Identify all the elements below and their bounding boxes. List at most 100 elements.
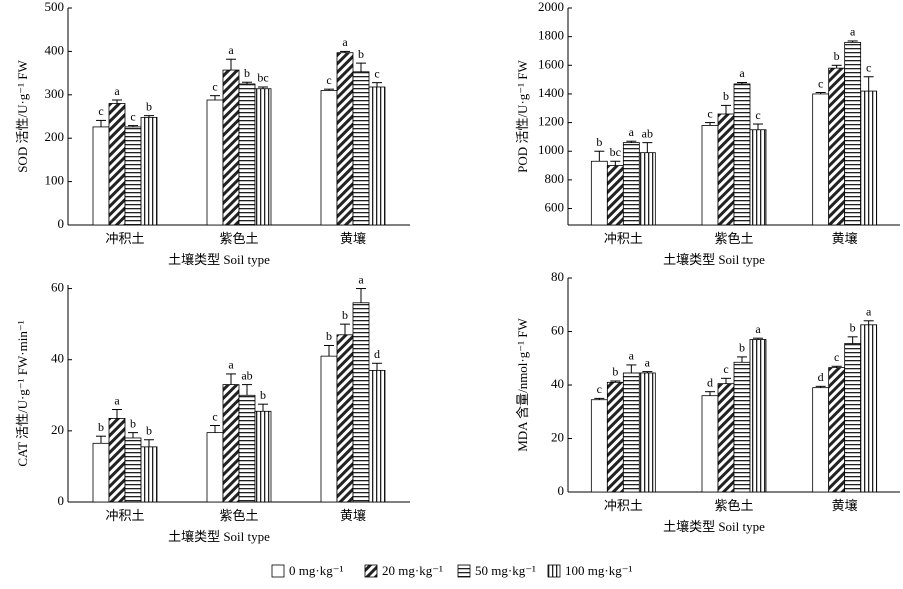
significance-label: a: [228, 358, 234, 372]
significance-label: c: [818, 76, 823, 90]
significance-label: a: [358, 272, 364, 286]
significance-label: ab: [642, 126, 653, 140]
x-tick-label: 冲积土: [105, 508, 144, 523]
significance-label: b: [612, 365, 618, 379]
significance-label: c: [98, 104, 103, 118]
y-tick-label: 0: [58, 493, 65, 508]
significance-label: a: [114, 393, 120, 407]
x-tick-label: 黄壤: [832, 498, 858, 513]
y-tick-label: 60: [551, 322, 564, 337]
y-tick-label: 400: [45, 42, 65, 57]
bar: [606, 381, 624, 493]
significance-label: c: [212, 409, 217, 423]
bar: [828, 67, 846, 226]
significance-label: c: [707, 106, 712, 120]
bar: [206, 432, 224, 503]
y-tick-label: 1200: [538, 114, 564, 129]
significance-label: c: [212, 79, 217, 93]
bar: [622, 372, 640, 493]
significance-label: a: [342, 35, 348, 49]
bar: [108, 418, 126, 503]
legend-swatch: [271, 564, 285, 578]
bar: [844, 41, 862, 226]
y-tick-label: 20: [51, 422, 64, 437]
legend-label: 0 mg·kg⁻¹: [289, 563, 344, 578]
significance-label: b: [130, 416, 136, 430]
significance-label: bc: [257, 71, 268, 85]
legend-label: 50 mg·kg⁻¹: [475, 563, 536, 578]
significance-label: c: [597, 382, 602, 396]
significance-label: a: [755, 322, 761, 336]
legend-swatch: [364, 564, 378, 578]
bar: [238, 394, 256, 503]
bar: [206, 99, 224, 226]
significance-label: b: [739, 341, 745, 355]
significance-label: b: [146, 423, 152, 437]
significance-label: b: [244, 66, 250, 80]
significance-label: c: [130, 109, 135, 123]
significance-label: bc: [610, 145, 621, 159]
bar: [352, 302, 370, 503]
bar: [336, 334, 354, 503]
bar: [717, 383, 735, 493]
bar: [812, 387, 830, 493]
significance-label: b: [326, 329, 332, 343]
bar: [733, 83, 751, 226]
significance-label: b: [260, 388, 266, 402]
bar: [860, 90, 878, 226]
y-tick-label: 200: [45, 129, 65, 144]
y-tick-label: 0: [58, 216, 65, 231]
x-tick-label: 紫色土: [714, 231, 753, 246]
y-tick-label: 600: [545, 200, 565, 215]
bar: [701, 395, 719, 493]
y-tick-label: 0: [558, 483, 565, 498]
significance-label: d: [374, 347, 380, 361]
x-tick-label: 紫色土: [714, 498, 753, 513]
x-tick-label: 紫色土: [219, 508, 258, 523]
significance-label: b: [98, 420, 104, 434]
bar: [749, 129, 767, 226]
significance-label: b: [146, 99, 152, 113]
x-tick-label: 黄壤: [340, 231, 366, 246]
significance-label: a: [645, 355, 651, 369]
x-tick-label: 黄壤: [832, 231, 858, 246]
significance-label: c: [723, 362, 728, 376]
legend-swatch: [547, 564, 561, 578]
bar: [336, 52, 354, 226]
significance-label: a: [629, 349, 635, 363]
y-tick-label: 80: [551, 269, 564, 284]
significance-label: c: [326, 73, 331, 87]
bar: [320, 90, 338, 226]
bar: [638, 372, 656, 493]
bar: [590, 399, 608, 493]
significance-label: a: [866, 305, 872, 319]
bar: [828, 367, 846, 493]
y-axis-label: POD 活性/U·g⁻¹ FW: [515, 59, 530, 172]
bar: [622, 142, 640, 226]
y-tick-label: 300: [45, 86, 65, 101]
y-tick-label: 2000: [538, 0, 564, 14]
significance-label: a: [850, 25, 856, 39]
bar: [320, 355, 338, 503]
bar: [733, 361, 751, 493]
bar: [124, 126, 142, 226]
bar: [222, 69, 240, 226]
significance-label: b: [358, 47, 364, 61]
y-tick-label: 60: [51, 280, 64, 295]
bar: [701, 125, 719, 226]
significance-label: b: [342, 308, 348, 322]
legend-swatch: [457, 564, 471, 578]
y-tick-label: 1600: [538, 56, 564, 71]
bar: [254, 88, 272, 226]
bar: [124, 437, 142, 503]
x-axis-label: 土壤类型 Soil type: [663, 252, 765, 267]
significance-label: a: [114, 84, 120, 98]
significance-label: a: [629, 125, 635, 139]
significance-label: b: [834, 49, 840, 63]
bar: [140, 446, 158, 503]
y-axis-label: MDA 含量/nmol·g⁻¹ FW: [515, 318, 530, 452]
bar: [92, 126, 110, 226]
bar: [717, 113, 735, 226]
bar: [860, 324, 878, 493]
